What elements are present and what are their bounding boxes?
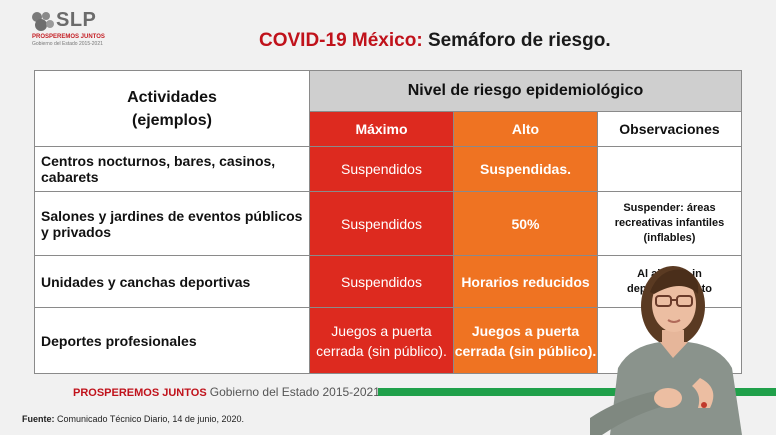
obs-fragment: in: [692, 267, 702, 280]
row-activity: Deportes profesionales: [34, 307, 310, 374]
header-activities: Actividades (ejemplos): [34, 70, 310, 147]
table-row: Deportes profesionales Juegos a puerta c…: [34, 307, 742, 374]
row-alto: 50%: [453, 191, 598, 256]
sign-language-interpreter-image: [590, 266, 742, 435]
footer-source-text: Comunicado Técnico Diario, 14 de junio, …: [57, 414, 244, 424]
row-alto: Juegos a puerta cerrada (sin público).: [453, 307, 598, 374]
header-alto: Alto: [453, 111, 598, 147]
header-observaciones: Observaciones: [597, 111, 742, 147]
title-main: Semáforo de riesgo.: [427, 30, 611, 51]
logo-tagline: PROSPEREMOS JUNTOS: [32, 34, 105, 40]
table-row: Unidades y canchas deportivas Suspendido…: [34, 255, 742, 308]
slide-title: COVID-19 México: Semáforo de riesgo.: [259, 30, 611, 52]
row-activity: Unidades y canchas deportivas: [34, 255, 310, 308]
header-activities-line2: (ejemplos): [131, 111, 212, 129]
table-row: Centros nocturnos, bares, casinos, cabar…: [34, 146, 742, 192]
footer-brand-rest: Gobierno del Estado 2015-2021: [209, 385, 380, 399]
row-maximo: Juegos a puerta cerrada (sin público).: [309, 307, 454, 374]
header-maximo: Máximo: [309, 111, 454, 147]
logo-mark-icon: [32, 12, 54, 31]
row-alto: Horarios reducidos: [453, 255, 598, 308]
table-row: Salones y jardines de eventos públicos y…: [34, 191, 742, 256]
table-header-row: Actividades (ejemplos) Nivel de riesgo e…: [34, 70, 742, 147]
table-subheader-row: Máximo Alto Observaciones: [35, 111, 742, 147]
risk-table: Actividades (ejemplos) Nivel de riesgo e…: [34, 70, 742, 374]
row-observaciones: [597, 146, 742, 192]
logo-text: SLP: [56, 9, 97, 31]
row-maximo: Suspendidos: [309, 191, 454, 256]
header-activities-line1: Actividades: [127, 88, 217, 106]
row-activity: Salones y jardines de eventos públicos y…: [34, 191, 310, 256]
footer-brand: PROSPEREMOS JUNTOS Gobierno del Estado 2…: [73, 385, 380, 399]
row-alto: Suspendidas.: [453, 146, 598, 192]
footer-brand-bold: PROSPEREMOS JUNTOS: [73, 387, 207, 399]
row-maximo: Suspendidos: [309, 146, 454, 192]
row-observaciones: Suspender: áreas recreativas infantiles …: [597, 191, 742, 256]
row-maximo: Suspendidos: [309, 255, 454, 308]
footer-green-bar: [378, 388, 776, 396]
footer-source-label: Fuente:: [22, 414, 55, 424]
title-prefix: COVID-19 México:: [259, 30, 423, 51]
header-risk-level: Nivel de riesgo epidemiológico: [309, 70, 742, 112]
logo-subtitle: Gobierno del Estado 2015-2021: [32, 41, 103, 47]
row-activity: Centros nocturnos, bares, casinos, cabar…: [34, 146, 310, 192]
footer-source: Fuente: Comunicado Técnico Diario, 14 de…: [22, 414, 244, 424]
slp-logo: SLP PROSPEREMOS JUNTOS Gobierno del Esta…: [30, 9, 105, 50]
